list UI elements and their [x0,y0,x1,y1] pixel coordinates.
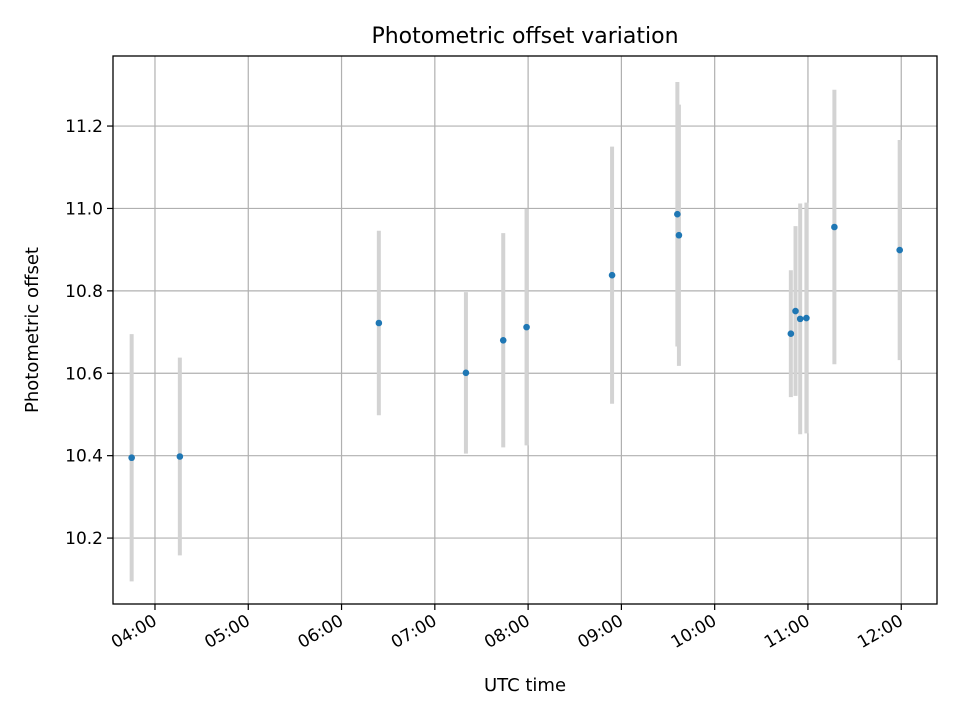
x-axis-label: UTC time [484,675,566,696]
data-point [787,330,795,338]
data-point [796,315,804,323]
data-point [128,454,135,462]
y-tick-label: 10.4 [65,447,103,467]
y-tick-label: 11.2 [65,117,103,137]
plot-frame [112,55,938,605]
data-point [499,337,507,344]
x-axis-ticks: 04:00 05:00 06:00 07:00 08:00 09:00 10:00 11:00… [108,604,907,653]
data-point [831,223,838,231]
x-tick-label: 07:00 [388,611,440,653]
data-point [792,307,799,315]
data-point [675,231,683,239]
chart-title: Photometric offset variation [371,24,678,49]
x-tick-label: 12:00 [854,611,906,653]
point-layer [128,210,903,462]
x-tick-label: 10:00 [668,611,720,653]
y-tick-label: 10.6 [65,364,103,384]
y-tick-label: 10.8 [65,282,103,302]
data-point [375,319,383,327]
x-tick-label: 09:00 [574,611,626,653]
y-tick-label: 11.0 [65,199,103,219]
x-tick-label: 04:00 [108,611,160,653]
errorbar-layer [129,81,902,582]
x-tick-label: 05:00 [201,611,253,653]
data-point [176,453,184,460]
data-point [608,271,616,279]
y-axis-ticks: 10.2 10.4 10.6 10.8 11.0 11.2 [65,117,113,549]
data-point [462,369,470,377]
y-axis-label: Photometric offset [22,247,43,413]
x-tick-label: 08:00 [481,611,533,653]
data-point [803,314,810,322]
data-point [896,246,903,254]
y-tick-label: 10.2 [65,529,103,549]
x-tick-label: 06:00 [295,611,347,653]
data-point [674,210,681,218]
x-tick-label: 11:00 [761,611,813,653]
data-point [523,323,530,331]
